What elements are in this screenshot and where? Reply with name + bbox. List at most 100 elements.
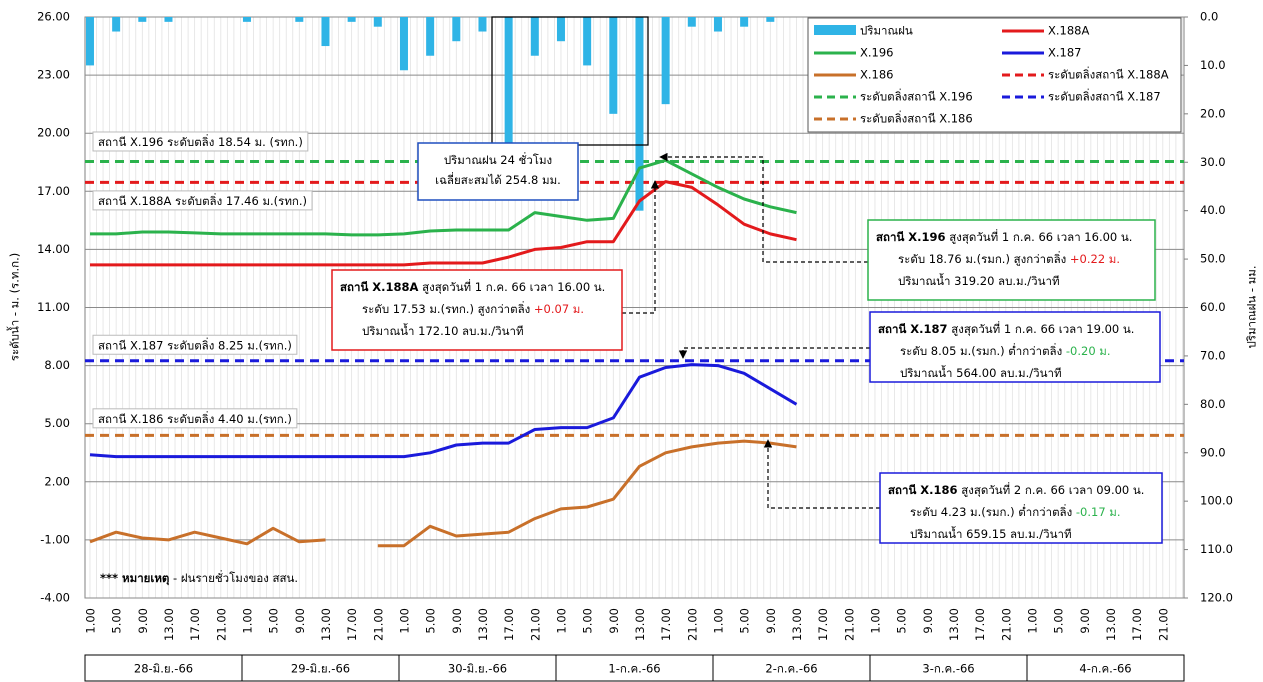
annotation-part: -0.17 ม. <box>1076 505 1121 519</box>
threshold-label-box <box>92 334 298 355</box>
annotation-text: ระดับ 17.53 ม.(รทก.) สูงกว่าตลิ่ง +0.07 … <box>362 301 584 316</box>
x-tick-label: 5.00 <box>424 608 438 634</box>
annotation-part: เฉลี่ยสะสมได้ 254.8 มม. <box>435 172 561 187</box>
annotation-box <box>879 472 1163 544</box>
legend-label: ระดับตลิ่งสถานี X.188A <box>1048 67 1169 82</box>
x-tick-label: 9.00 <box>1078 608 1092 634</box>
annotation-part: สูงสุดวันที่ 1 ก.ค. 66 เวลา 16.00 น. <box>946 229 1133 244</box>
legend-label: ระดับตลิ่งสถานี X.186 <box>860 111 973 126</box>
x-tick-label: 21.00 <box>371 608 385 641</box>
x-tick-label: 1.00 <box>1025 608 1039 634</box>
y-tick-label: -1.00 <box>40 532 70 546</box>
x-tick-label: 21.00 <box>1156 608 1170 641</box>
y-tick-label: 23.00 <box>37 68 70 82</box>
x-tick-label: 5.00 <box>738 608 752 634</box>
x-tick-label: 13.00 <box>1104 608 1118 641</box>
y-tick-label: -4.00 <box>40 591 70 605</box>
annotation-box <box>867 219 1156 301</box>
annotation-part: ปริมาณน้ำ 564.00 ลบ.ม./วินาที <box>900 365 1062 380</box>
rain-bar <box>138 17 147 22</box>
y2-tick-label: 110.0 <box>1200 542 1233 556</box>
x-tick-label: 21.00 <box>685 608 699 641</box>
marks <box>85 17 1184 548</box>
rain-bar <box>583 17 592 66</box>
day-cell <box>1026 654 1185 682</box>
threshold-label: สถานี X.187 ระดับตลิ่ง 8.25 ม.(รทก.) <box>98 337 292 352</box>
annotation-box <box>869 311 1161 383</box>
legend-label: ปริมาณฝน <box>860 24 913 38</box>
annotation-part: ระดับ 4.23 ม.(รมก.) ต่ำกว่าตลิ่ง <box>910 504 1076 519</box>
annotation-text: ปริมาณน้ำ 659.15 ลบ.ม./วินาที <box>910 526 1072 541</box>
annotation-part: สถานี X.196 <box>876 230 946 244</box>
legend-label: X.187 <box>1048 46 1081 60</box>
legend-label: X.186 <box>860 68 893 82</box>
rain-bar <box>452 17 461 42</box>
annotation-text: ปริมาณน้ำ 172.10 ลบ.ม./วินาที <box>362 323 524 338</box>
rain-bar <box>530 17 539 56</box>
y2-tick-label: 100.0 <box>1200 494 1233 508</box>
x-tick-label: 13.00 <box>790 608 804 641</box>
x-tick-label: 1.00 <box>240 608 254 634</box>
annotation-part: สถานี X.187 <box>878 322 948 336</box>
annotation-text: ระดับ 18.76 ม.(รมก.) สูงกว่าตลิ่ง +0.22 … <box>898 251 1120 266</box>
annotation-part: -0.20 ม. <box>1066 344 1111 358</box>
x-tick-label: 1.00 <box>554 608 568 634</box>
y-tick-label: 11.00 <box>37 300 70 314</box>
legend-label: X.196 <box>860 46 893 60</box>
annotation-text: ปริมาณน้ำ 319.20 ลบ.ม./วินาที <box>898 273 1060 288</box>
rain-bar <box>85 17 94 66</box>
x-tick-label: 13.00 <box>162 608 176 641</box>
annotation-text: ปริมาณฝน 24 ชั่วโมง <box>444 152 552 167</box>
overlay: สถานี X.188A ระดับตลิ่ง 17.46 ม.(รทก.) สถ… <box>92 17 1182 586</box>
y-tick-label: 20.00 <box>37 126 70 140</box>
arrow <box>659 152 868 263</box>
y2-tick-label: 90.0 <box>1200 445 1226 459</box>
x-tick-label: 5.00 <box>895 608 909 634</box>
rain-bar <box>164 17 173 22</box>
y2-tick-label: 0.0 <box>1200 10 1218 24</box>
x-tick-label: 1.00 <box>397 608 411 634</box>
rain-bar <box>399 17 408 71</box>
day-label: 4-ก.ค.-66 <box>1079 662 1131 676</box>
x-tick-label: 9.00 <box>764 608 778 634</box>
x-tick-label: 17.00 <box>1130 608 1144 641</box>
annotation-text: ปริมาณน้ำ 564.00 ลบ.ม./วินาที <box>900 365 1062 380</box>
day-cell <box>869 654 1028 682</box>
x-tick-label: 17.00 <box>816 608 830 641</box>
annotation-part: *** หมายเหตุ <box>100 571 169 586</box>
day-cell <box>398 654 557 682</box>
x-tick-label: 17.00 <box>188 608 202 641</box>
y2-tick-label: 120.0 <box>1200 591 1233 605</box>
rain-bar <box>242 17 251 22</box>
annotation-part: ปริมาณน้ำ 172.10 ลบ.ม./วินาที <box>362 323 524 338</box>
x-tick-label: 1.00 <box>83 608 97 634</box>
rain-bar <box>609 17 618 114</box>
x-tick-label: 9.00 <box>293 608 307 634</box>
rain-bar <box>740 17 749 27</box>
annotation-text: สถานี X.196 สูงสุดวันที่ 1 ก.ค. 66 เวลา … <box>876 229 1132 244</box>
annotation-text: *** หมายเหตุ - ฝนรายชั่วโมงของ สสน. <box>100 570 298 586</box>
legend-label: X.188A <box>1048 24 1089 38</box>
day-cell <box>84 654 243 682</box>
series-line <box>89 439 797 548</box>
annotation-part: +0.22 ม. <box>1070 252 1120 266</box>
x-tick-label: 13.00 <box>319 608 333 641</box>
x-tick-label: 13.00 <box>947 608 961 641</box>
annotation-text: เฉลี่ยสะสมได้ 254.8 มม. <box>435 172 561 187</box>
arrows <box>622 152 880 509</box>
legend-swatch <box>814 25 856 35</box>
legend-box <box>807 17 1182 133</box>
threshold-label-box <box>92 408 298 429</box>
rain-bar <box>347 17 356 22</box>
annotation-part: ปริมาณน้ำ 319.20 ลบ.ม./วินาที <box>898 273 1060 288</box>
y-axis-title: ระดับน้ำ - ม. (ร.ท.ก.) <box>7 253 22 361</box>
x-tick-label: 17.00 <box>973 608 987 641</box>
annotation-text: ระดับ 4.23 ม.(รมก.) ต่ำกว่าตลิ่ง -0.17 ม… <box>910 504 1121 519</box>
legend-label: ระดับตลิ่งสถานี X.187 <box>1048 89 1161 104</box>
x-tick-label: 9.00 <box>450 608 464 634</box>
x-tick-label: 21.00 <box>999 608 1013 641</box>
rain-bar <box>373 17 382 27</box>
x-tick-label: 1.00 <box>711 608 725 634</box>
annotation-part: - ฝนรายชั่วโมงของ สสน. <box>169 570 298 585</box>
